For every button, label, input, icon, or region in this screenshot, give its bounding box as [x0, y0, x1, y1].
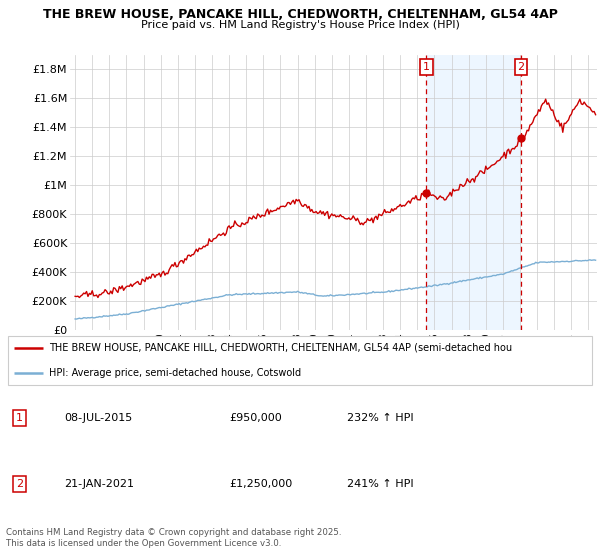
Text: £950,000: £950,000 [229, 413, 282, 423]
Bar [426, 55, 521, 330]
Text: 21-JAN-2021: 21-JAN-2021 [64, 479, 134, 489]
Text: THE BREW HOUSE, PANCAKE HILL, CHEDWORTH, CHELTENHAM, GL54 4AP (semi-detached hou: THE BREW HOUSE, PANCAKE HILL, CHEDWORTH,… [49, 343, 512, 353]
Text: £1,250,000: £1,250,000 [229, 479, 292, 489]
Text: THE BREW HOUSE, PANCAKE HILL, CHEDWORTH, CHELTENHAM, GL54 4AP: THE BREW HOUSE, PANCAKE HILL, CHEDWORTH,… [43, 8, 557, 21]
Text: 2: 2 [517, 62, 524, 72]
Text: 1: 1 [423, 62, 430, 72]
FancyBboxPatch shape [8, 336, 592, 385]
Text: Price paid vs. HM Land Registry's House Price Index (HPI): Price paid vs. HM Land Registry's House … [140, 20, 460, 30]
Text: 08-JUL-2015: 08-JUL-2015 [64, 413, 132, 423]
Text: 241% ↑ HPI: 241% ↑ HPI [347, 479, 414, 489]
Text: 1: 1 [16, 413, 23, 423]
Text: HPI: Average price, semi-detached house, Cotswold: HPI: Average price, semi-detached house,… [49, 368, 301, 378]
Text: Contains HM Land Registry data © Crown copyright and database right 2025.
This d: Contains HM Land Registry data © Crown c… [6, 528, 341, 548]
Text: 232% ↑ HPI: 232% ↑ HPI [347, 413, 414, 423]
Text: 2: 2 [16, 479, 23, 489]
